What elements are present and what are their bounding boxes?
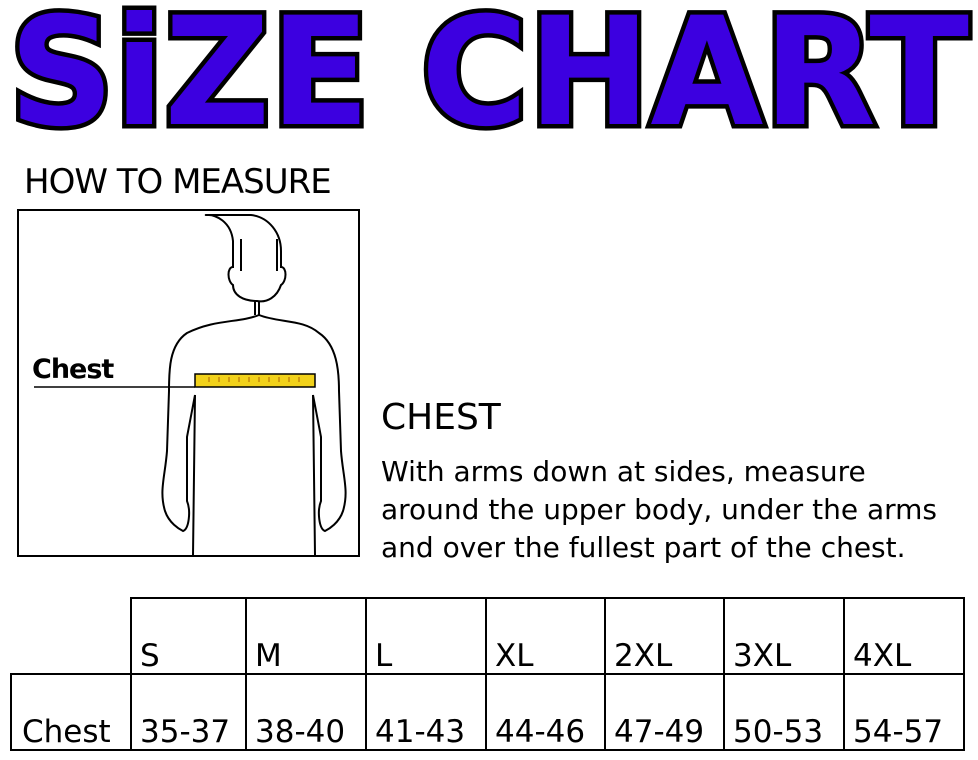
- chest-description: With arms down at sides, measure around …: [381, 453, 978, 567]
- size-header: 4XL: [843, 597, 965, 675]
- chest-heading: CHEST: [381, 397, 501, 438]
- figure-chest-label: Chest: [32, 354, 114, 385]
- chest-value: 47-49: [604, 673, 725, 751]
- page-title: SiZE CHART: [5, 0, 974, 142]
- chest-value: 38-40: [245, 673, 367, 751]
- chest-value: 50-53: [723, 673, 845, 751]
- svg-text:SiZE CHART: SiZE CHART: [9, 0, 969, 142]
- description-line: around the upper body, under the arms: [381, 493, 937, 526]
- human-torso-icon: [34, 214, 347, 556]
- chest-value: 41-43: [365, 673, 487, 751]
- size-table: S M L XL 2XL 3XL 4XL Chest 35-37 38-40 4…: [10, 597, 965, 751]
- how-to-measure-heading: HOW TO MEASURE: [24, 162, 332, 202]
- chest-row: Chest 35-37 38-40 41-43 44-46 47-49 50-5…: [10, 673, 965, 751]
- measure-figure: [17, 209, 360, 557]
- empty-corner-cell: [11, 598, 131, 674]
- size-header: S: [130, 597, 247, 675]
- description-line: and over the fullest part of the chest.: [381, 531, 906, 564]
- chest-value: 35-37: [130, 673, 247, 751]
- description-line: With arms down at sides, measure: [381, 455, 866, 488]
- size-header: 2XL: [604, 597, 725, 675]
- size-header: XL: [485, 597, 606, 675]
- chest-value: 54-57: [843, 673, 965, 751]
- row-label: Chest: [10, 673, 132, 751]
- size-header-row: S M L XL 2XL 3XL 4XL: [11, 597, 965, 675]
- size-header: L: [365, 597, 487, 675]
- size-header: 3XL: [723, 597, 845, 675]
- chest-value: 44-46: [485, 673, 606, 751]
- size-header: M: [245, 597, 367, 675]
